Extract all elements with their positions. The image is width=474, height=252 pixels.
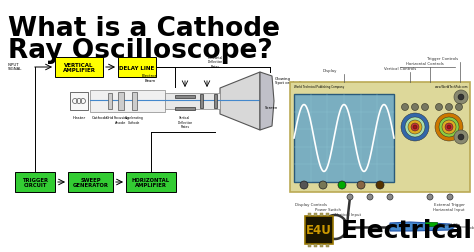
Bar [314, 213, 317, 216]
Circle shape [436, 104, 443, 111]
Bar [68, 172, 113, 192]
Bar [175, 108, 195, 111]
Circle shape [411, 123, 419, 132]
Bar [108, 94, 112, 110]
Circle shape [347, 194, 353, 200]
Bar [294, 94, 394, 182]
Bar [70, 93, 88, 111]
Bar [118, 93, 124, 111]
Circle shape [376, 181, 384, 189]
Bar [126, 172, 176, 192]
Circle shape [427, 194, 433, 200]
Bar [55, 58, 103, 78]
Bar [326, 244, 329, 247]
Bar [425, 222, 437, 226]
Bar [320, 213, 323, 216]
Circle shape [442, 120, 456, 135]
Text: Vertical
Deflection
Plates: Vertical Deflection Plates [177, 115, 192, 129]
Text: Focusing
Anode: Focusing Anode [113, 115, 129, 124]
Text: Electrical 4 U: Electrical 4 U [341, 218, 474, 242]
Bar [165, 94, 220, 110]
Text: Vertical Controls: Vertical Controls [384, 67, 416, 71]
Text: Accelerating
Cathode: Accelerating Cathode [125, 115, 143, 124]
Circle shape [401, 104, 409, 111]
Text: Cathode: Cathode [92, 115, 108, 119]
Bar [314, 244, 317, 247]
Bar [308, 213, 311, 216]
Circle shape [445, 123, 453, 132]
Bar [305, 216, 333, 244]
Text: What is a Cathode: What is a Cathode [8, 16, 280, 42]
Circle shape [408, 120, 422, 135]
Text: VERTICAL
AMPLIFIER: VERTICAL AMPLIFIER [63, 62, 95, 73]
Circle shape [421, 104, 428, 111]
Circle shape [357, 181, 365, 189]
Circle shape [447, 125, 451, 130]
Circle shape [435, 114, 463, 141]
Text: Horizontal
Deflection
Plates: Horizontal Deflection Plates [207, 56, 223, 69]
Text: Trigger Controls: Trigger Controls [427, 57, 458, 61]
Bar [200, 94, 203, 109]
Circle shape [387, 194, 393, 200]
Text: Electron
Beam: Electron Beam [142, 74, 158, 83]
Circle shape [401, 114, 429, 141]
Text: Heater: Heater [73, 115, 86, 119]
Bar [132, 93, 137, 111]
Polygon shape [260, 73, 274, 131]
Text: SWEEP
GENERATOR: SWEEP GENERATOR [73, 177, 109, 188]
Text: www.WorldTechPub.com: www.WorldTechPub.com [435, 85, 468, 89]
Bar [308, 244, 311, 247]
Circle shape [458, 135, 464, 140]
Circle shape [447, 194, 453, 200]
Circle shape [454, 91, 468, 105]
Text: Probe: Probe [467, 225, 474, 229]
Circle shape [446, 104, 453, 111]
Bar [15, 172, 55, 192]
Text: INPUT
SIGNAL: INPUT SIGNAL [8, 62, 22, 71]
Text: World Technical Publishing Company: World Technical Publishing Company [294, 85, 344, 89]
Text: Horizontal Input: Horizontal Input [434, 207, 465, 211]
Bar [320, 244, 323, 247]
Polygon shape [220, 73, 260, 131]
Bar [214, 94, 217, 109]
Text: Ray Oscilloscope?: Ray Oscilloscope? [8, 38, 273, 64]
Text: Display: Display [323, 69, 337, 73]
Text: Ground Clip: Ground Clip [439, 222, 460, 226]
Circle shape [300, 181, 308, 189]
Circle shape [454, 131, 468, 144]
Circle shape [411, 104, 419, 111]
Text: Glowing
Spot on the Screen: Glowing Spot on the Screen [275, 76, 312, 85]
Text: DELAY LINE: DELAY LINE [119, 65, 155, 70]
Text: Power Switch: Power Switch [315, 207, 341, 211]
Text: Screen: Screen [265, 106, 278, 110]
Circle shape [367, 194, 373, 200]
Text: Vertical Input: Vertical Input [335, 212, 361, 216]
Circle shape [456, 104, 463, 111]
Text: E4U: E4U [306, 224, 332, 237]
Text: Grid: Grid [106, 115, 114, 119]
Bar [90, 91, 165, 113]
Circle shape [413, 125, 417, 130]
Text: TRIGGER
CIRCUIT: TRIGGER CIRCUIT [22, 177, 48, 188]
Bar [326, 213, 329, 216]
Circle shape [458, 94, 464, 101]
Text: External Trigger: External Trigger [434, 202, 465, 206]
Polygon shape [390, 222, 455, 231]
Circle shape [405, 117, 425, 137]
Bar [118, 58, 156, 78]
Bar [175, 96, 195, 99]
Bar [290, 83, 470, 192]
Text: Horizontal Controls: Horizontal Controls [406, 62, 444, 66]
Text: HORIZONTAL
AMPLIFIER: HORIZONTAL AMPLIFIER [132, 177, 170, 188]
Circle shape [338, 181, 346, 189]
Text: Display Controls: Display Controls [295, 202, 327, 206]
Circle shape [319, 181, 327, 189]
Circle shape [439, 117, 459, 137]
